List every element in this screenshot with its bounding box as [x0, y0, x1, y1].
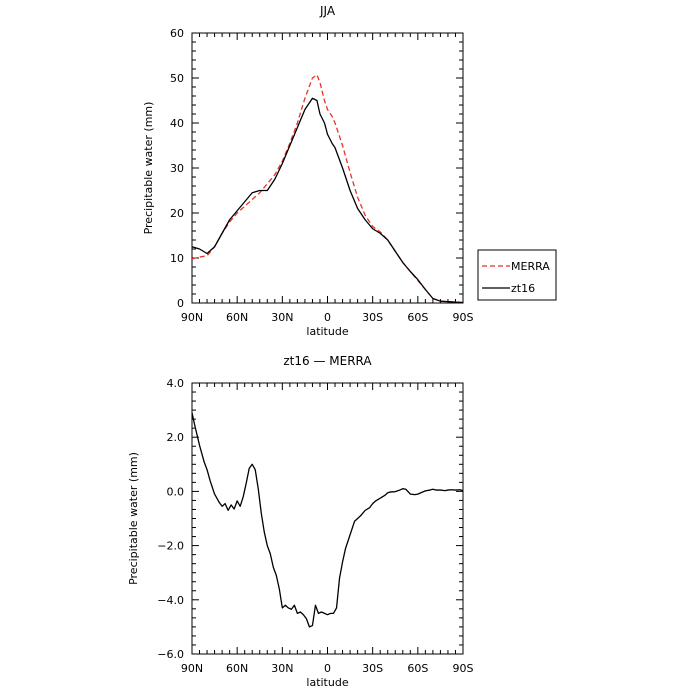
top-y-tick-label: 0 — [177, 297, 184, 310]
bottom-x-tick-label: 30S — [362, 662, 383, 675]
bottom-series-series-0-line — [191, 412, 464, 628]
legend-label-merra: MERRA — [511, 260, 550, 273]
bottom-x-axis-label: latitude — [306, 676, 348, 689]
bottom-y-tick-label: 2.0 — [167, 431, 185, 444]
bottom-x-tick-label: 30N — [271, 662, 293, 675]
top-y-tick-label: 50 — [170, 72, 184, 85]
bottom-y-tick-label: −6.0 — [157, 648, 184, 661]
top-x-tick-label: 60N — [226, 311, 248, 324]
top-x-tick-label: 0 — [324, 311, 331, 324]
top-y-tick-label: 60 — [170, 27, 184, 40]
top-x-tick-label: 90N — [181, 311, 203, 324]
bottom-y-axis-label: Precipitable water (mm) — [127, 452, 140, 585]
top-x-tick-label: 30N — [271, 311, 293, 324]
bottom-y-tick-label: −4.0 — [157, 594, 184, 607]
bottom-x-tick-label: 60N — [226, 662, 248, 675]
top-x-axis-label: latitude — [306, 325, 348, 338]
top-plot-frame — [191, 32, 464, 304]
top-y-tick-label: 10 — [170, 252, 184, 265]
bottom-plot-frame — [191, 382, 464, 655]
bottom-chart-title: zt16 — MERRA — [283, 354, 372, 368]
bottom-x-tick-label: 90S — [453, 662, 474, 675]
top-y-tick-label: 30 — [170, 162, 184, 175]
top-x-tick-label: 60S — [407, 311, 428, 324]
bottom-y-tick-label: 0.0 — [167, 485, 185, 498]
bottom-y-tick-label: −2.0 — [157, 540, 184, 553]
bottom-y-tick-label: 4.0 — [167, 377, 185, 390]
bottom-x-tick-label: 90N — [181, 662, 203, 675]
top-y-tick-label: 40 — [170, 117, 184, 130]
bottom-x-tick-label: 0 — [324, 662, 331, 675]
top-series-merra-line — [191, 74, 464, 304]
bottom-x-tick-label: 60S — [407, 662, 428, 675]
legend-label-zt16: zt16 — [511, 282, 535, 295]
top-series-zt16-line — [191, 97, 464, 304]
top-chart-title: JJA — [319, 4, 336, 18]
top-y-tick-label: 20 — [170, 207, 184, 220]
top-x-tick-label: 90S — [453, 311, 474, 324]
top-x-tick-label: 30S — [362, 311, 383, 324]
top-y-axis-label: Precipitable water (mm) — [142, 102, 155, 235]
legend-box — [477, 249, 557, 301]
